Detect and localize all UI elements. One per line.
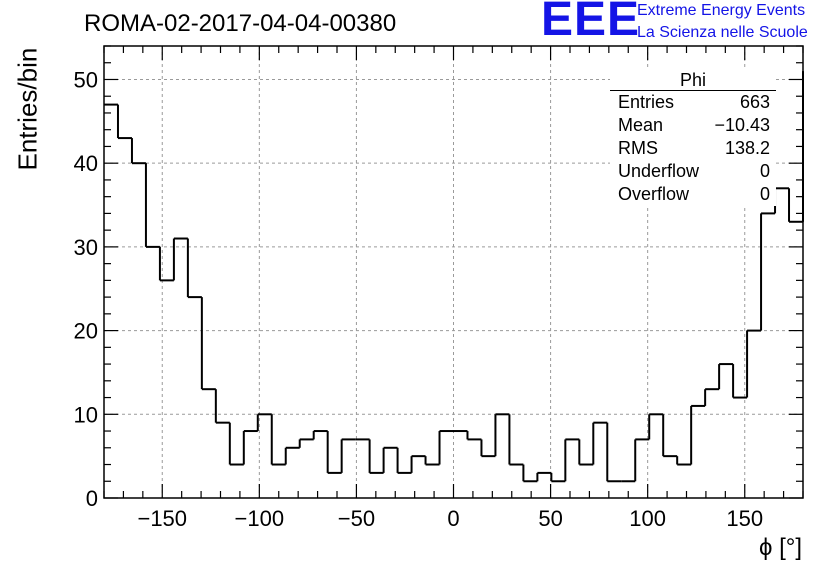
y-tick-labels: 0 10 20 30 40 50 [74, 67, 98, 511]
stats-row: Overflow 0 [610, 183, 776, 206]
y-tick-label: 10 [74, 402, 98, 427]
stats-value: −10.43 [714, 115, 770, 135]
x-tick-label: 50 [538, 506, 562, 531]
y-tick-label: 50 [74, 67, 98, 92]
x-axis-label: ϕ [°] [758, 534, 802, 561]
x-tick-label: −150 [137, 506, 187, 531]
stats-row: Mean −10.43 [610, 114, 776, 137]
stats-row: Entries 663 [610, 91, 776, 114]
stats-value: 663 [739, 92, 770, 112]
stats-label: Entries [618, 92, 675, 112]
stats-value: 0 [759, 161, 770, 181]
stats-box: Phi Entries 663 Mean −10.43 RMS 138.2 Un… [610, 70, 776, 206]
x-tick-label: −100 [235, 506, 285, 531]
x-tick-labels: −150 −100 −50 0 50 100 150 [137, 506, 763, 531]
y-tick-label: 30 [74, 235, 98, 260]
stats-label: RMS [618, 138, 658, 158]
histogram-bars [104, 71, 804, 483]
y-tick-label: 40 [74, 151, 98, 176]
logo-tagline-1: Extreme Energy Events [637, 2, 806, 19]
x-tick-label: 0 [447, 506, 459, 531]
run-title: ROMA-02-2017-04-04-00380 [84, 10, 397, 37]
x-tick-label: 100 [629, 506, 666, 531]
logo-tagline-2: La Scienza nelle Scuole [637, 24, 808, 41]
y-tick-label: 20 [74, 319, 98, 344]
y-tick-label: 0 [86, 486, 98, 511]
y-axis-label: Entries/bin [12, 47, 43, 171]
x-tick-label: 150 [726, 506, 763, 531]
stats-label: Underflow [618, 161, 700, 181]
stats-title: Phi [610, 70, 776, 91]
stats-value: 138.2 [724, 138, 770, 158]
eee-logo: EEE [541, 0, 641, 46]
stats-row: Underflow 0 [610, 160, 776, 183]
stats-label: Overflow [618, 184, 690, 204]
stats-label: Mean [618, 115, 664, 135]
x-tick-label: −50 [338, 506, 375, 531]
stats-value: 0 [759, 184, 770, 204]
plot-frame [103, 45, 804, 499]
stats-row: RMS 138.2 [610, 137, 776, 160]
